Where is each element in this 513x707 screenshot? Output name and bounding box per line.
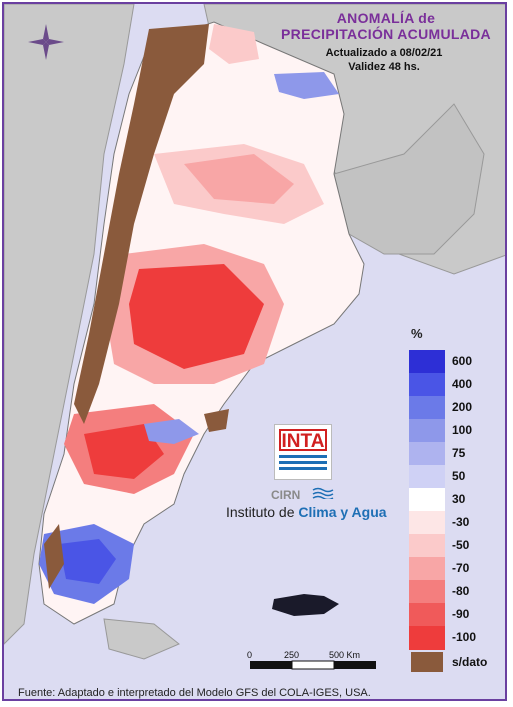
updated-date: Actualizado a 08/02/21 — [325, 47, 443, 59]
anomaly-blue-patch-center — [144, 419, 199, 444]
tierra-del-fuego — [103, 618, 180, 660]
no-data-south — [44, 524, 64, 589]
legend-label: 200 — [452, 400, 473, 414]
scale-bar-segment-3 — [334, 661, 376, 669]
legend-swatch — [409, 465, 445, 489]
anomaly-south-strong — [84, 424, 164, 479]
legend-swatch — [409, 511, 445, 535]
institute-name: Instituto de Clima y Agua — [226, 504, 387, 520]
chile-land — [4, 4, 135, 645]
scale-label-0: 0 — [247, 650, 253, 660]
legend-swatch — [409, 603, 445, 627]
institute-highlight: Clima y Agua — [298, 504, 387, 520]
anomaly-blue-south-strong — [59, 539, 116, 584]
title-line-2: PRECIPITACIÓN ACUMULADA — [281, 26, 491, 42]
legend-label: 30 — [452, 492, 466, 506]
legend-swatch — [409, 373, 445, 397]
cirn-label: CIRN — [271, 488, 301, 502]
no-data-label: s/dato — [452, 655, 488, 669]
argentina-map — [4, 4, 505, 670]
legend-swatch — [409, 488, 445, 512]
malvinas-islands — [272, 594, 339, 616]
source-footer: Fuente: Adaptado e interpretado del Mode… — [18, 687, 371, 699]
anomaly-far-north — [209, 24, 259, 64]
legend-swatch — [409, 442, 445, 466]
legend-label: -50 — [452, 538, 470, 552]
legend-label: 100 — [452, 423, 473, 437]
no-data-peninsula — [204, 409, 229, 432]
institute-prefix: Instituto de — [226, 504, 299, 520]
brazil-uruguay-land — [333, 103, 485, 255]
legend-swatch — [409, 350, 445, 374]
no-data-swatch — [411, 652, 443, 672]
legend-label: 75 — [452, 446, 466, 460]
legend-label: -30 — [452, 515, 470, 529]
legend-swatch — [409, 580, 445, 604]
legend-label: -70 — [452, 561, 470, 575]
legend-unit: % — [411, 326, 423, 341]
compass-rose-icon — [28, 24, 64, 60]
legend-label: -90 — [452, 607, 470, 621]
legend-swatch — [409, 419, 445, 443]
legend-label: 600 — [452, 354, 473, 368]
legend-label: -80 — [452, 584, 470, 598]
legend-swatch — [409, 534, 445, 558]
validity: Validez 48 hs. — [348, 61, 420, 73]
map-title: ANOMALÍA de PRECIPITACIÓN ACUMULADA — [266, 10, 505, 42]
scale-label-250: 250 — [284, 650, 300, 660]
anomaly-north-mid — [184, 154, 294, 204]
no-data-andes — [74, 24, 209, 424]
map-subtitle: Actualizado a 08/02/21 Validez 48 hs. — [289, 46, 479, 74]
scale-bar-segment-1 — [250, 661, 292, 669]
waves-icon — [312, 487, 334, 499]
anomaly-blue-north — [274, 72, 339, 99]
inta-logo-text: INTA — [279, 429, 327, 452]
legend-label: -100 — [452, 630, 477, 644]
legend-swatch — [409, 396, 445, 420]
anomaly-center-strong — [129, 264, 264, 369]
legend-label: 400 — [452, 377, 473, 391]
map-frame: ANOMALÍA de PRECIPITACIÓN ACUMULADA Actu… — [2, 2, 507, 701]
title-line-1: ANOMALÍA de — [336, 10, 436, 26]
inta-logo: INTA — [274, 424, 332, 480]
inta-logo-stripes — [279, 455, 327, 475]
legend-swatch — [409, 557, 445, 581]
legend-swatch — [409, 626, 445, 650]
legend-label: 50 — [452, 469, 466, 483]
scale-bar-segment-2 — [291, 660, 335, 670]
scale-label-500: 500 Km — [329, 650, 361, 660]
